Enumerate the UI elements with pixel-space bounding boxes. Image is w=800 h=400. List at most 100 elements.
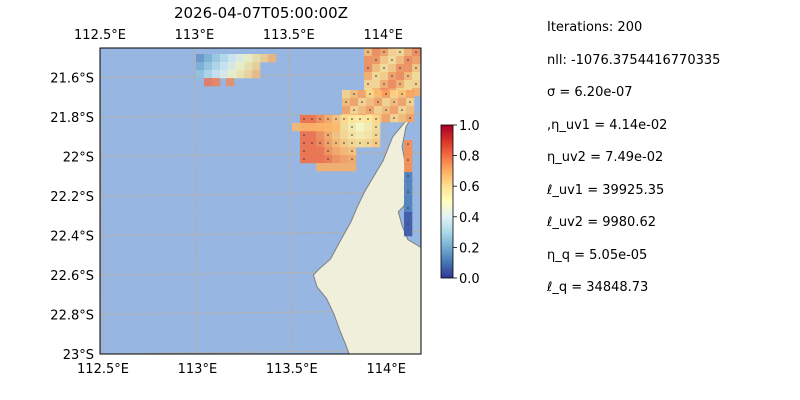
data-cell [220, 62, 229, 71]
data-cell [356, 123, 365, 132]
data-cell [364, 72, 373, 81]
data-cell [316, 131, 325, 140]
lat-tick: 22.2°S [50, 190, 94, 205]
cell-marker [367, 142, 369, 144]
cell-marker [369, 93, 371, 95]
axis-ticks: 112.5°E 112.5°E 113°E 113°E 113.5°E 113.5°E 11… [50, 28, 406, 377]
data-cell [388, 64, 397, 73]
cell-marker [367, 83, 369, 85]
data-cell [406, 90, 415, 99]
data-cell [332, 123, 341, 132]
data-cell [390, 106, 399, 115]
lon-tick-bottom: 113.5°E [266, 362, 318, 377]
data-cell [204, 78, 213, 87]
lon-tick-bottom: 114°E [366, 362, 406, 377]
data-cell [332, 155, 341, 164]
data-cell [340, 131, 349, 140]
cell-marker [327, 118, 329, 120]
data-cell [260, 54, 269, 63]
cell-marker [407, 207, 409, 209]
cell-marker [407, 75, 409, 77]
cell-marker [375, 142, 377, 144]
cell-marker [303, 158, 305, 160]
cell-marker [409, 101, 411, 103]
cell-marker [391, 59, 393, 61]
stat-iterations: Iterations: 200 [547, 20, 643, 35]
data-cell [228, 70, 237, 79]
data-cell [380, 56, 389, 65]
data-cell [212, 62, 221, 71]
cell-marker [303, 142, 305, 144]
data-cell [404, 212, 413, 221]
stat-eta-uv2: η_uv2 = 7.49e-02 [547, 150, 664, 165]
cell-marker [383, 51, 385, 53]
cell-marker [335, 118, 337, 120]
data-cell [340, 123, 349, 132]
data-cell [228, 54, 237, 63]
cell-marker [407, 59, 409, 61]
data-cell [332, 163, 341, 172]
stat-eta-uv1: ,η_uv1 = 4.14e-02 [547, 117, 668, 133]
data-cell [340, 147, 349, 156]
data-cell [236, 54, 245, 63]
grid-line-lat [100, 152, 421, 158]
lat-tick: 22.6°S [50, 269, 94, 284]
colorbar-tick-label: 0.8 [459, 150, 480, 165]
data-cell [292, 123, 301, 132]
cell-marker [393, 117, 395, 119]
stat-ell-uv2: ℓ_uv2 = 9980.62 [547, 215, 656, 230]
data-cell [196, 70, 205, 79]
lon-tick-top: 114°E [363, 28, 403, 43]
stat-sigma: σ = 6.20e-07 [547, 85, 633, 100]
grid-line-lon [193, 48, 198, 354]
data-cell [226, 78, 235, 87]
data-cell [212, 78, 221, 87]
data-cell [204, 62, 213, 71]
map-area[interactable] [99, 47, 422, 355]
data-cell [382, 98, 391, 107]
cell-marker [351, 142, 353, 144]
data-cell [358, 90, 367, 99]
cell-marker [351, 126, 353, 128]
data-cell [374, 106, 383, 115]
cell-marker [415, 51, 417, 53]
lon-tick-bottom: 112.5°E [77, 362, 129, 377]
data-cell [404, 48, 413, 57]
data-cell [252, 70, 261, 79]
stat-ell-q: ℓ_q = 34848.73 [547, 280, 649, 295]
data-cell [366, 98, 375, 107]
lat-tick: 22°S [63, 151, 94, 166]
data-cell [390, 90, 399, 99]
cell-marker [343, 142, 345, 144]
colorbar-gradient [440, 124, 454, 279]
cell-marker [369, 109, 371, 111]
data-cell [316, 123, 325, 132]
cell-marker [385, 109, 387, 111]
cell-marker [407, 175, 409, 177]
stat-nll: nll: -1076.3754416770335 [547, 52, 721, 68]
data-cell [374, 90, 383, 99]
data-cell [412, 88, 421, 97]
data-cell [244, 70, 253, 79]
data-cell [300, 123, 309, 132]
cell-marker [385, 93, 387, 95]
cell-marker [303, 150, 305, 152]
cell-marker [375, 75, 377, 77]
cell-marker [353, 93, 355, 95]
data-cell [356, 131, 365, 140]
data-cell [308, 147, 317, 156]
data-cell [244, 62, 253, 71]
cell-marker [391, 75, 393, 77]
cell-marker [367, 51, 369, 53]
data-cell [396, 56, 405, 65]
cell-marker [359, 118, 361, 120]
data-cell [324, 123, 333, 132]
data-cell [212, 54, 221, 63]
cell-marker [399, 67, 401, 69]
data-cell [268, 54, 277, 63]
cell-marker [351, 118, 353, 120]
colorbar-ticks: 0.0 0.2 0.4 0.6 0.8 1.0 [453, 119, 480, 287]
data-cell [196, 62, 205, 71]
cell-marker [319, 142, 321, 144]
cell-marker [343, 118, 345, 120]
